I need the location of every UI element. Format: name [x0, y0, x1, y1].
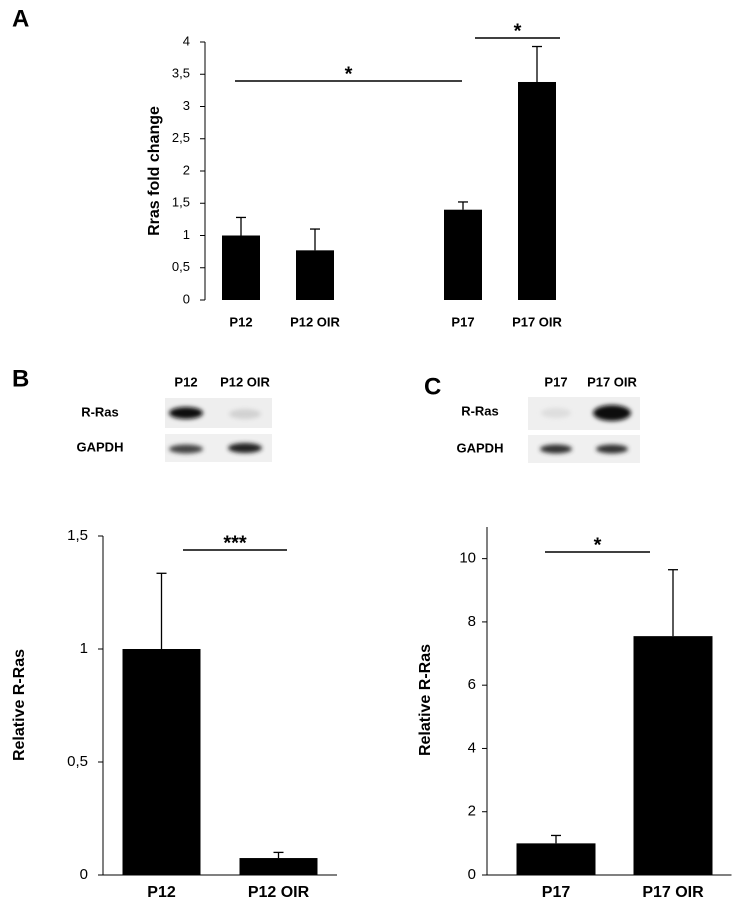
panel-letter: C — [424, 373, 441, 400]
x-tick-label: P17 — [451, 314, 474, 329]
y-tick-label: 1,5 — [67, 527, 88, 544]
significance-label: * — [514, 20, 522, 42]
y-tick-label: 0,5 — [67, 753, 88, 770]
y-tick-label: 1 — [183, 227, 190, 242]
y-tick-label: 2 — [468, 803, 476, 820]
x-tick-label: P12 — [229, 314, 252, 329]
y-tick-label: 0 — [80, 866, 88, 883]
row-label: R-Ras — [461, 403, 499, 418]
blot — [528, 397, 640, 463]
bar — [296, 250, 334, 300]
y-tick-label: 1 — [80, 640, 88, 657]
significance-label: * — [345, 63, 353, 85]
y-tick-label: 3,5 — [172, 66, 190, 81]
x-tick-label: P12 OIR — [248, 884, 310, 901]
lane-label: P17 OIR — [587, 374, 637, 389]
y-axis-label: Relative R-Ras — [417, 644, 434, 756]
panel-letter: B — [12, 365, 29, 392]
x-tick-label: P17 OIR — [642, 884, 704, 901]
y-tick-label: 3 — [183, 98, 190, 113]
y-tick-label: 8 — [468, 613, 476, 630]
y-axis-label: Rras fold change — [146, 106, 163, 236]
blot — [165, 398, 272, 462]
row-label: GAPDH — [457, 440, 504, 455]
row-label: R-Ras — [81, 404, 119, 419]
lane-label: P12 OIR — [220, 374, 270, 389]
bar — [518, 81, 556, 301]
y-tick-label: 0 — [468, 866, 476, 883]
x-tick-label: P17 — [542, 884, 571, 901]
x-tick-label: P12 OIR — [290, 314, 340, 329]
bar — [516, 843, 596, 875]
bar — [633, 636, 713, 875]
significance-label: *** — [223, 532, 247, 554]
bar — [239, 858, 318, 875]
lane-label: P17 — [544, 374, 567, 389]
lane-label: P12 — [174, 374, 197, 389]
y-axis-label: Relative R-Ras — [11, 649, 28, 761]
bar — [222, 235, 260, 300]
bar — [122, 649, 201, 875]
bar — [444, 209, 482, 300]
x-tick-label: P12 — [147, 884, 176, 901]
y-tick-label: 6 — [468, 676, 476, 693]
x-tick-label: P17 OIR — [512, 314, 562, 329]
y-tick-label: 2,5 — [172, 130, 190, 145]
y-tick-label: 10 — [459, 550, 476, 567]
y-tick-label: 2 — [183, 162, 190, 177]
panel-letter: A — [12, 5, 29, 32]
y-tick-label: 4 — [468, 739, 476, 756]
row-label: GAPDH — [77, 439, 124, 454]
y-tick-label: 4 — [183, 33, 190, 48]
y-tick-label: 1,5 — [172, 195, 190, 210]
y-tick-label: 0 — [183, 291, 190, 306]
significance-label: * — [594, 534, 602, 556]
y-tick-label: 0,5 — [172, 259, 190, 274]
